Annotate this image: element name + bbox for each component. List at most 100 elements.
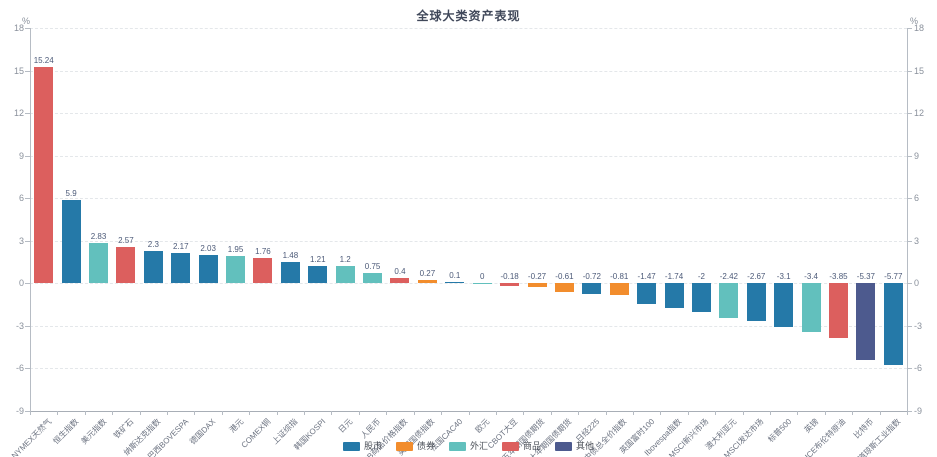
bar[interactable] [691,283,711,312]
legend-label-commodity: 商品 [523,441,542,451]
bar[interactable] [719,283,739,318]
bar-value-label: 2.3 [147,239,159,249]
bar[interactable] [500,283,520,286]
x-axis-tick [769,411,771,415]
y-axis-label-right: -6 [914,363,923,374]
legend-item-bond[interactable]: 债券 [395,441,435,451]
bar[interactable] [554,283,574,292]
bar-value-label: 1.95 [227,244,244,254]
x-axis-tick [304,411,306,415]
bar-value-label: -2.67 [747,272,766,282]
x-axis-tick [139,411,141,415]
y-axis-tick-left [25,198,30,200]
bar[interactable] [582,283,602,294]
bar[interactable] [472,283,492,285]
x-axis-tick [687,411,689,415]
bar[interactable] [335,266,355,284]
bar[interactable] [61,199,81,284]
y-axis-tick-left [25,283,30,285]
x-axis-tick [413,411,415,415]
y-axis-tick-right [907,411,912,412]
bar-value-label: -2 [697,272,706,282]
x-axis-tick [167,411,169,415]
y-axis-unit-right: % [910,16,919,26]
bar[interactable] [856,283,876,360]
bar[interactable] [390,277,410,284]
legend-item-stock[interactable]: 股市 [342,441,382,451]
bar[interactable] [143,250,163,284]
y-axis-label-left: 0 [18,278,24,289]
bar[interactable] [664,283,684,308]
bar-value-label: -0.18 [500,272,519,282]
bar[interactable] [253,258,273,284]
bar[interactable] [89,243,109,284]
bar[interactable] [801,283,821,332]
y-axis-label-left: 12 [13,108,24,119]
y-axis-label-right: 15 [914,65,925,76]
x-axis-tick [468,411,470,415]
bar[interactable] [746,283,766,322]
bar-value-label: 2.57 [118,235,134,245]
y-axis-tick-right [907,70,912,72]
x-axis-tick [879,411,881,415]
gridline [30,28,907,29]
bar[interactable] [828,283,848,338]
bar[interactable] [34,67,54,284]
y-axis-label-left: 18 [13,23,24,33]
y-axis-tick-right [907,325,912,327]
bar[interactable] [774,283,794,328]
y-axis-label-right: 18 [914,23,925,33]
y-axis-label-left: -6 [15,363,24,374]
y-axis-tick-right [907,155,912,157]
y-axis-label-left: 15 [13,65,24,76]
y-axis-line-left [30,28,31,411]
x-axis-tick [632,411,634,415]
bar[interactable] [445,281,465,284]
y-axis-label-right: 6 [914,193,920,204]
bar[interactable] [883,283,903,366]
bar-value-label: -2.42 [719,272,738,282]
y-axis-label-left: 6 [18,193,24,204]
bar[interactable] [527,283,547,288]
bar[interactable] [417,279,437,284]
y-axis-tick-right [907,368,912,370]
y-axis-tick-right [907,240,912,242]
bar[interactable] [198,254,218,284]
bar-value-label: 1.21 [309,255,326,265]
legend-item-fx[interactable]: 外汇 [448,441,488,451]
bar-value-label: -3.85 [829,272,848,282]
bar[interactable] [116,246,136,284]
bar[interactable] [363,272,383,284]
bar-value-label: -0.61 [555,272,574,282]
bar[interactable] [171,252,191,284]
x-axis-tick [742,411,744,415]
legend-item-commodity[interactable]: 商品 [502,441,541,451]
bar[interactable] [280,262,300,284]
x-axis-tick [386,411,388,415]
y-axis-label-right: 9 [914,150,920,161]
bar[interactable] [226,255,246,284]
x-axis-tick [660,411,662,415]
bar[interactable] [308,266,328,284]
bar-value-label: 1.2 [339,255,351,265]
y-axis-tick-left [25,155,30,157]
y-axis-label-right: 3 [914,235,920,246]
x-axis-tick [249,411,251,415]
bar-value-label: -0.72 [582,272,601,282]
x-axis-tick [194,411,196,415]
x-axis-tick [495,411,497,415]
y-axis-line-right [907,28,908,411]
gridline [30,325,907,327]
legend-swatch-fx [448,441,466,451]
x-axis-tick [523,411,525,415]
gridline [30,113,907,115]
bar[interactable] [637,283,657,305]
legend-item-other[interactable]: 其他 [555,441,594,451]
gridline [30,70,907,72]
y-axis-tick-right [907,283,912,285]
x-axis-tick [797,411,799,415]
bar-value-label: -1.74 [664,272,684,282]
legend-label-stock: 股市 [363,441,382,451]
bar[interactable] [609,283,629,295]
bar-value-label: 1.76 [255,247,271,257]
